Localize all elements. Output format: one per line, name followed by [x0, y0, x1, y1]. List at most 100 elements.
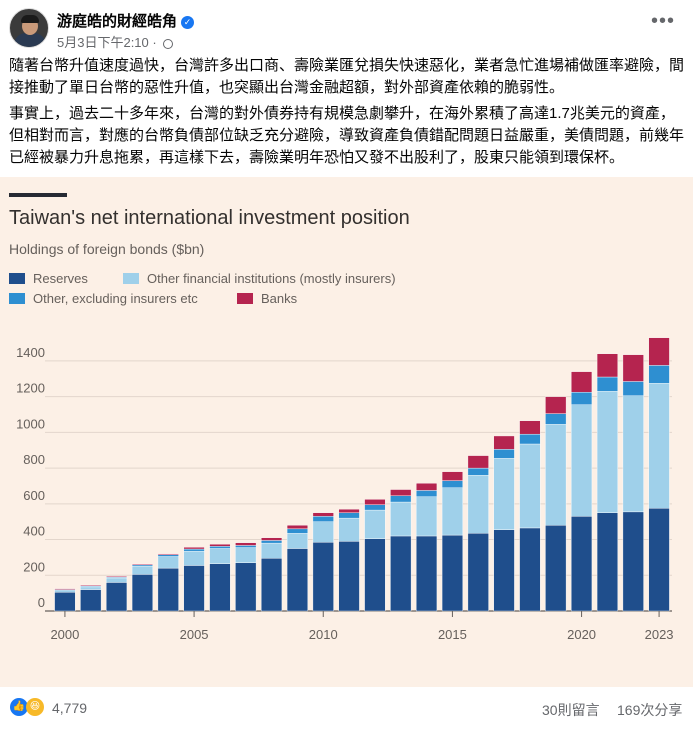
bar-segment [286, 528, 308, 534]
bar-segment [312, 521, 334, 543]
bar-segment [131, 563, 153, 566]
bar-segment [596, 353, 618, 378]
bar-segment [571, 516, 593, 612]
x-tick-label: 2015 [438, 627, 467, 642]
bar-segment [106, 577, 128, 583]
bar-segment [571, 371, 593, 393]
bar-segment [493, 529, 515, 612]
chart-image[interactable]: Taiwan's net international investment po… [0, 177, 693, 687]
bar-segment [209, 548, 231, 564]
bar-segment [157, 567, 179, 612]
bar-segment [235, 547, 257, 563]
legend-swatch [237, 293, 253, 304]
y-tick-label: 200 [23, 559, 45, 574]
bar-segment [441, 534, 463, 612]
bar-segment [261, 540, 283, 544]
bar-segment [235, 545, 257, 548]
bar-segment [390, 535, 412, 612]
bar-segment [183, 565, 205, 612]
author-name[interactable]: 游庭皓的財經皓角 ✓ [57, 10, 195, 31]
bar-segment [648, 383, 670, 509]
bar-segment [596, 391, 618, 513]
legend-swatch [9, 273, 25, 284]
bar-segment [493, 449, 515, 459]
bar-segment [338, 508, 360, 513]
bar-segment [390, 495, 412, 503]
bar-segment [441, 487, 463, 536]
bar-segment [338, 541, 360, 612]
bar-segment [416, 490, 438, 497]
bar-segment [338, 512, 360, 519]
bar-segment [441, 471, 463, 481]
bar-segment [493, 458, 515, 530]
like-reaction-icon[interactable]: 👍 [10, 698, 28, 716]
bar-segment [286, 525, 308, 530]
chart-subtitle: Holdings of foreign bonds ($bn) [9, 241, 205, 257]
post-paragraph-2: 事實上，過去二十多年來，台灣的對外債券持有規模急劇攀升，在海外累積了高達1.7兆… [9, 105, 685, 166]
bar-segment [545, 413, 567, 425]
bar-segment [493, 435, 515, 450]
post-footer: 👍 😆 4,779 30則留言 169次分享 [0, 690, 693, 730]
bar-segment [364, 538, 386, 612]
bar-segment [157, 556, 179, 569]
bar-segment [183, 547, 205, 550]
bar-segment [571, 404, 593, 517]
bar-segment [519, 420, 541, 435]
bar-segment [286, 548, 308, 612]
bar-segment [545, 424, 567, 526]
bar-segment [106, 582, 128, 612]
bar-segment [338, 517, 360, 542]
bar-segment [209, 563, 231, 612]
bar-segment [416, 496, 438, 537]
haha-reaction-icon[interactable]: 😆 [26, 698, 44, 716]
bar-segment [648, 508, 670, 612]
post-paragraph-1: 隨著台幣升值速度過快，台灣許多出口商、壽險業匯兌損失快速惡化，業者急忙進場補做匯… [9, 57, 685, 96]
legend-other-financial: Other financial institutions (mostly ins… [123, 271, 396, 286]
post-timestamp[interactable]: 5月3日下午2:10 [57, 35, 149, 50]
x-tick-label: 2020 [567, 627, 596, 642]
public-globe-icon [163, 39, 174, 49]
verified-badge-icon: ✓ [181, 16, 195, 29]
bar-segment [467, 455, 489, 469]
bar-segment [416, 535, 438, 612]
bar-segment [209, 543, 231, 547]
bar-segment [416, 483, 438, 491]
bar-segment [545, 396, 567, 414]
y-tick-label: 800 [23, 452, 45, 467]
bar-segment [467, 467, 489, 476]
bar-segment [596, 376, 618, 392]
bar-segment [648, 337, 670, 366]
bar-segment [467, 475, 489, 534]
bar-segment [235, 562, 257, 612]
y-tick-label: 1400 [16, 345, 45, 360]
legend-other-excluding: Other, excluding insurers etc [9, 291, 198, 306]
comment-count[interactable]: 30則留言 [542, 702, 600, 718]
bar-segment [364, 504, 386, 511]
bar-segment [261, 558, 283, 612]
y-tick-label: 1000 [16, 416, 45, 431]
bar-segment [519, 527, 541, 612]
bar-segment [183, 550, 205, 566]
bar-segment [467, 533, 489, 612]
more-options-icon[interactable]: ••• [650, 10, 675, 32]
bar-segment [596, 512, 618, 612]
author-avatar[interactable] [9, 8, 49, 48]
x-tick-label: 2023 [645, 627, 674, 642]
bar-segment [312, 516, 334, 522]
bar-segment [80, 584, 102, 587]
bar-segment [441, 480, 463, 488]
bar-segment [261, 537, 283, 541]
y-tick-label: 400 [23, 524, 45, 539]
bar-segment [312, 512, 334, 517]
reaction-count[interactable]: 4,779 [52, 700, 88, 716]
bar-segment [131, 564, 153, 567]
bar-segment [312, 542, 334, 612]
legend-swatch [123, 273, 139, 284]
bar-segment [390, 489, 412, 496]
bar-segment [545, 525, 567, 612]
y-tick-label: 600 [23, 488, 45, 503]
bar-segment [286, 533, 308, 549]
bar-segment [131, 566, 153, 575]
share-count[interactable]: 169次分享 [617, 702, 683, 718]
y-tick-label: 0 [38, 595, 45, 610]
